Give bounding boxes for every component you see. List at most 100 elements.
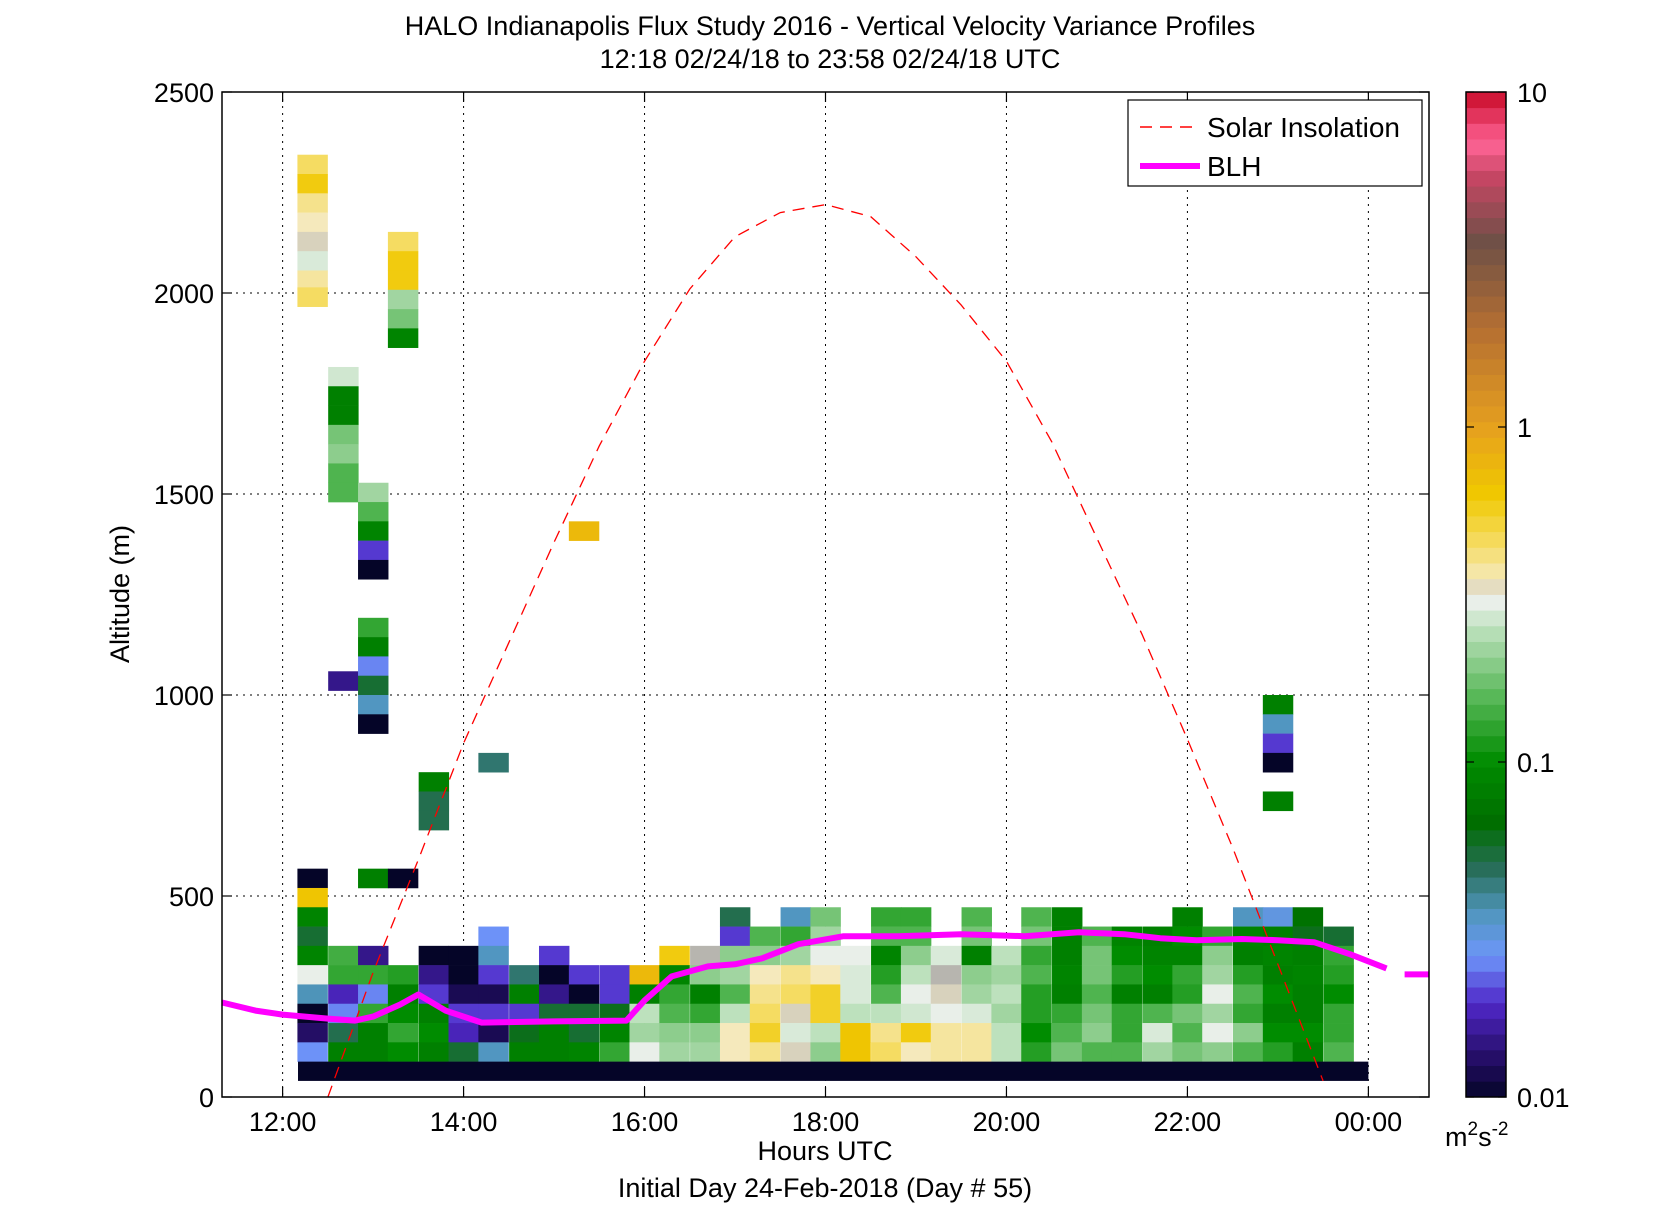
- colorbar-segment: [1466, 280, 1506, 297]
- heatmap-cell: [991, 984, 1022, 1005]
- heatmap-cell: [418, 1023, 450, 1043]
- colorbar-segment: [1466, 625, 1506, 643]
- heatmap-cell: [387, 328, 419, 348]
- chart-title: HALO Indianapolis Flux Study 2016 - Vert…: [405, 11, 1255, 41]
- heatmap-cell: [1323, 965, 1354, 985]
- heatmap-cell: [900, 907, 932, 927]
- heatmap-cell: [297, 193, 328, 213]
- heatmap-cell: [1172, 907, 1203, 927]
- heatmap-cell: [358, 1023, 389, 1043]
- colorbar-segment: [1466, 139, 1506, 156]
- colorbar-segment: [1466, 955, 1506, 972]
- heatmap-cell: [358, 559, 389, 580]
- heatmap-cell: [871, 907, 902, 927]
- heatmap-cell: [690, 945, 721, 966]
- heatmap-cell: [900, 1042, 932, 1062]
- legend-label-blh: BLH: [1207, 151, 1261, 182]
- chart-subtitle: 12:18 02/24/18 to 23:58 02/24/18 UTC: [600, 44, 1061, 74]
- heatmap-cell: [478, 926, 509, 947]
- heatmap-cell: [509, 1042, 540, 1062]
- heatmap-cell: [871, 1003, 902, 1024]
- heatmap-cell: [358, 965, 389, 985]
- heatmap-cell: [1292, 907, 1324, 927]
- colorbar-segment: [1466, 186, 1506, 203]
- heatmap-cell: [297, 1023, 328, 1043]
- colorbar-segment: [1466, 406, 1506, 423]
- heatmap-cell: [961, 984, 992, 1005]
- colorbar-segment: [1466, 971, 1506, 988]
- x-tick-label: 12:00: [249, 1107, 317, 1137]
- heatmap-cell: [509, 1003, 540, 1024]
- heatmap-cell: [991, 1023, 1022, 1043]
- heatmap-cell: [297, 984, 328, 1005]
- heatmap-cell: [629, 984, 660, 1005]
- heatmap-cell: [719, 926, 751, 947]
- heatmap-cell: [900, 965, 932, 985]
- heatmap-cell: [328, 444, 359, 464]
- heatmap-cell: [1323, 1042, 1354, 1062]
- heatmap-cell: [1111, 1042, 1143, 1062]
- heatmap-cell: [840, 945, 871, 966]
- heatmap-cell: [961, 1023, 992, 1043]
- heatmap-cell: [478, 984, 509, 1005]
- heatmap-cell: [659, 984, 690, 1005]
- heatmap-cell: [358, 868, 389, 889]
- heatmap-cell: [1142, 1042, 1173, 1062]
- colorbar-tick-label: 0.1: [1517, 748, 1555, 778]
- y-tick-label: 1500: [154, 480, 214, 510]
- heatmap-cell: [1081, 945, 1113, 966]
- heatmap-cell: [719, 1003, 751, 1024]
- y-tick-label: 2000: [154, 279, 214, 309]
- heatmap-cell: [1292, 984, 1324, 1005]
- heatmap-cell: [871, 1023, 902, 1043]
- heatmap-cell: [1021, 965, 1052, 985]
- heatmap-cell: [358, 617, 389, 638]
- heatmap-cell: [418, 772, 450, 792]
- heatmap-cell: [749, 965, 781, 985]
- series-lines: [221, 203, 1429, 1098]
- heatmap-cell: [961, 907, 992, 927]
- heatmap-cell: [1021, 1023, 1052, 1043]
- colorbar-segment: [1466, 1065, 1506, 1082]
- colorbar-segment: [1466, 107, 1506, 124]
- colorbar-segment: [1466, 217, 1506, 234]
- heatmap-cell: [900, 945, 932, 966]
- heatmap-cell: [418, 791, 450, 812]
- heatmap-cell: [358, 675, 389, 696]
- heatmap-cell: [1262, 965, 1294, 985]
- colorbar-segment: [1466, 390, 1506, 407]
- heatmap-cell: [538, 1023, 570, 1043]
- colorbar-segment: [1466, 249, 1506, 266]
- heatmap-cell: [387, 309, 419, 329]
- heatmap-cell: [930, 1042, 962, 1062]
- heatmap-cell: [478, 1003, 509, 1024]
- heatmap-cell: [1142, 984, 1173, 1005]
- colorbar-segment: [1466, 1049, 1506, 1066]
- heatmap-cell: [1202, 926, 1233, 947]
- colorbar-segment: [1466, 1081, 1506, 1098]
- colorbar-segment: [1466, 421, 1506, 438]
- heatmap-cell: [1021, 1042, 1052, 1062]
- heatmap-cell: [1172, 1042, 1203, 1062]
- heatmap-cell: [1142, 945, 1173, 966]
- heatmap-cell: [810, 1003, 841, 1024]
- heatmap-cell: [448, 1023, 479, 1043]
- colorbar-segment: [1466, 845, 1506, 862]
- heatmap-cell: [448, 965, 479, 985]
- heatmap-cell: [1111, 945, 1143, 966]
- heatmap-cell: [478, 945, 509, 966]
- heatmap-cell: [991, 1042, 1022, 1062]
- heatmap-cell: [930, 1023, 962, 1043]
- heatmap-cell: [509, 965, 540, 985]
- heatmap-cell: [961, 965, 992, 985]
- heatmap-cell: [297, 1042, 328, 1062]
- heatmap-cell: [418, 810, 450, 831]
- x-tick-label: 18:00: [792, 1107, 860, 1137]
- legend-label-solar-insolation: Solar Insolation: [1207, 112, 1400, 143]
- x-axis-label: Hours UTC: [757, 1136, 892, 1166]
- heatmap-cell: [840, 1003, 871, 1024]
- heatmap-cell: [719, 1023, 751, 1043]
- legend-box: [1127, 99, 1423, 187]
- colorbar-segment: [1466, 500, 1506, 517]
- heatmap-cell: [1172, 1003, 1203, 1024]
